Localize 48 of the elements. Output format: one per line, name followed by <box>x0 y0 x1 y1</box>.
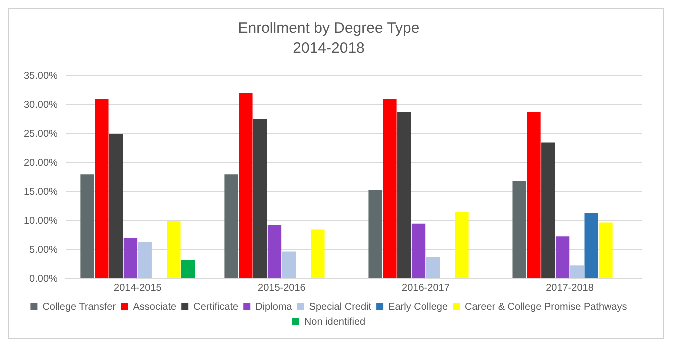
x-tick-label: 2017-2018 <box>546 282 594 294</box>
bar <box>368 190 382 278</box>
bar <box>95 99 109 278</box>
y-tick-label: 25.00% <box>24 128 58 140</box>
y-tick-label: 0.00% <box>30 274 58 285</box>
bar <box>282 252 296 278</box>
legend-label: Certificate <box>194 302 240 313</box>
bar <box>412 224 426 278</box>
legend-label: Diploma <box>256 302 293 313</box>
legend-label: Associate <box>133 302 178 313</box>
bar <box>138 242 152 278</box>
x-tick-label: 2014-2015 <box>114 282 162 294</box>
legend-label: Special Credit <box>309 302 372 313</box>
y-tick-label: 20.00% <box>24 158 58 169</box>
bar <box>556 236 570 278</box>
bar <box>426 256 440 278</box>
bar <box>599 222 613 278</box>
chart-subtitle: 2014-2018 <box>293 40 365 58</box>
y-tick-label: 5.00% <box>30 244 58 256</box>
bar <box>254 120 268 278</box>
bar <box>239 93 253 278</box>
y-tick-label: 15.00% <box>24 186 58 198</box>
legend-label: Early College <box>388 302 448 313</box>
chart-title: Enrollment by Degree Type <box>238 20 420 38</box>
y-tick-label: 10.00% <box>24 216 58 227</box>
bar <box>570 266 584 278</box>
bar <box>181 260 196 278</box>
bar <box>268 225 282 278</box>
y-tick-label: 30.00% <box>24 100 58 111</box>
x-tick-label: 2015-2016 <box>258 282 306 294</box>
legend-label: Non identified <box>304 316 366 328</box>
bar <box>584 213 598 278</box>
bar <box>512 182 526 278</box>
y-tick-label: 35.00% <box>24 70 58 82</box>
x-tick-label: 2016-2017 <box>402 282 450 294</box>
bar <box>224 174 238 278</box>
legend-label: Career & College Promise Pathways <box>465 302 628 313</box>
bar <box>527 112 541 278</box>
bar <box>109 134 124 278</box>
bar <box>383 99 397 278</box>
bar <box>455 212 469 278</box>
bar <box>311 230 325 278</box>
legend-label: College Transfer <box>42 302 117 313</box>
bar <box>124 238 138 278</box>
bar <box>167 221 181 278</box>
bar <box>398 112 412 278</box>
bar <box>80 174 94 278</box>
bar <box>542 142 556 278</box>
